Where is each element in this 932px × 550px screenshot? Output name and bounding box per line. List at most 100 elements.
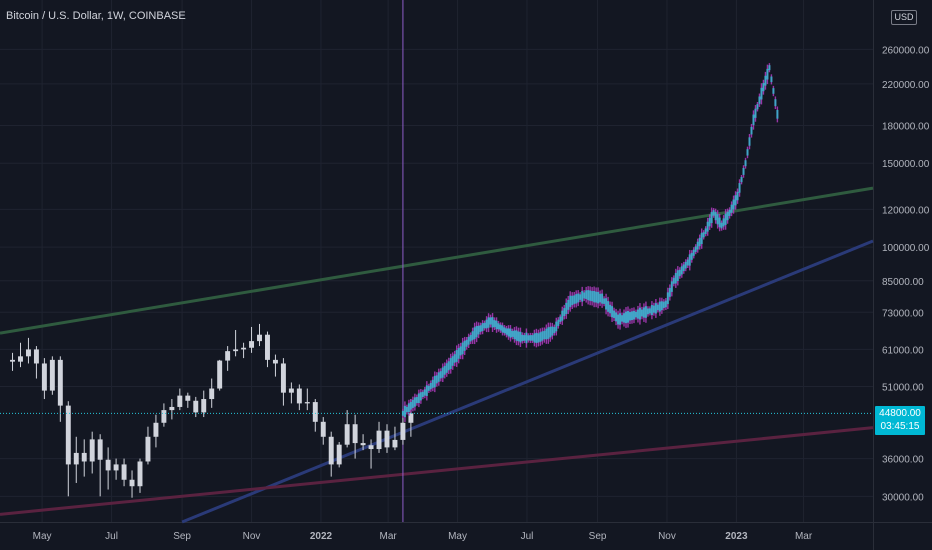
- time-tick-label: 2023: [725, 531, 748, 542]
- projection-bar: [589, 290, 592, 301]
- candle-up: [241, 347, 247, 350]
- projection-bar: [515, 330, 518, 341]
- projection-bar: [549, 326, 552, 338]
- candle-up: [161, 410, 167, 423]
- projection-bar: [738, 183, 741, 193]
- candle-up: [201, 399, 207, 413]
- projection-bar: [417, 393, 420, 404]
- projection-bar: [621, 315, 624, 322]
- projection-bar: [760, 87, 763, 100]
- currency-selector[interactable]: USD: [891, 10, 917, 25]
- projection-bar: [513, 330, 516, 340]
- projection-bar: [690, 252, 693, 260]
- time-tick-label: Sep: [173, 531, 191, 542]
- projection-bar: [573, 295, 576, 304]
- candle-up: [225, 351, 231, 361]
- projection-bar: [449, 358, 452, 369]
- candle-up: [344, 424, 350, 445]
- projection-bar: [501, 325, 504, 333]
- candle-down: [105, 459, 111, 471]
- candle-down: [185, 395, 191, 401]
- projection-bar: [425, 385, 428, 396]
- projection-bar: [654, 303, 657, 314]
- projection-bar: [754, 108, 757, 118]
- projection-bar: [774, 99, 777, 107]
- candle-down: [81, 452, 87, 462]
- candle-down: [33, 349, 39, 364]
- red-trend-line: [0, 426, 874, 516]
- projection-bar: [443, 365, 446, 375]
- projection-bar: [740, 177, 743, 183]
- projection-bar: [491, 317, 494, 328]
- projection-bar: [493, 320, 496, 328]
- projection-bar: [585, 290, 588, 299]
- projection-bar: [646, 308, 649, 315]
- projection-bar: [441, 367, 444, 378]
- projection-bar: [451, 356, 454, 366]
- candle-up: [89, 439, 95, 462]
- projection-bar: [477, 325, 480, 335]
- projection-bar: [461, 342, 464, 355]
- projection-bar: [609, 304, 612, 314]
- price-tick-label: 180000.00: [882, 121, 930, 132]
- projection-bar: [423, 389, 426, 396]
- price-tick-label: 120000.00: [882, 205, 930, 216]
- candle-down: [312, 402, 318, 422]
- projection-bar: [724, 213, 727, 225]
- projection-bar: [666, 292, 669, 305]
- projection-bar: [593, 290, 596, 303]
- projection-bar: [539, 332, 542, 342]
- projection-bar: [601, 293, 604, 304]
- projection-bar: [571, 295, 574, 306]
- time-tick-label: May: [33, 531, 52, 542]
- projection-bar: [533, 333, 536, 343]
- projection-bar: [768, 65, 771, 71]
- projection-bar: [431, 379, 434, 388]
- projection-bar: [413, 397, 416, 407]
- projection-bar: [523, 335, 526, 341]
- projection-bar: [762, 83, 765, 92]
- candle-up: [169, 406, 175, 411]
- projection-bar: [607, 301, 610, 312]
- projection-bar: [766, 68, 769, 80]
- projection-bar: [720, 222, 723, 229]
- projection-bar: [495, 320, 498, 330]
- projection-bar: [676, 270, 679, 281]
- projection-bar: [712, 210, 715, 216]
- candle-up: [408, 413, 414, 423]
- projection-bar: [479, 325, 482, 332]
- candle-up: [376, 430, 382, 450]
- projection-bar: [603, 298, 606, 304]
- projection-bar: [694, 246, 697, 252]
- projection-bar: [628, 312, 631, 321]
- candle-down: [97, 439, 103, 460]
- projection-bar: [527, 335, 530, 341]
- chart-title: Bitcoin / U.S. Dollar, 1W, COINBASE: [6, 10, 186, 22]
- last-price-value: 44800.00: [879, 408, 921, 419]
- projection-bar: [642, 307, 645, 318]
- projection-bar: [563, 308, 566, 317]
- projection-bar: [521, 334, 524, 341]
- projection-bar: [636, 309, 639, 319]
- projection-bar: [543, 330, 546, 340]
- candle-up: [249, 341, 255, 348]
- projection-bar: [638, 307, 641, 320]
- projection-bar: [519, 331, 522, 343]
- time-tick-label: Sep: [589, 531, 607, 542]
- projection-bar: [746, 149, 749, 156]
- candle-up: [73, 452, 79, 465]
- projection-bar: [531, 335, 534, 341]
- price-tick-label: 220000.00: [882, 80, 930, 91]
- time-tick-label: Nov: [658, 531, 676, 542]
- projection-bar: [505, 328, 508, 335]
- projection-bar: [688, 254, 691, 266]
- projection-bar: [662, 301, 665, 308]
- price-tick-label: 30000.00: [882, 492, 924, 503]
- bar-countdown: 03:45:15: [880, 421, 920, 432]
- projection-bar: [752, 114, 755, 126]
- projection-bar: [597, 291, 600, 304]
- projection-bar: [577, 293, 580, 303]
- projection-bar: [710, 211, 713, 224]
- candle-up: [18, 356, 23, 362]
